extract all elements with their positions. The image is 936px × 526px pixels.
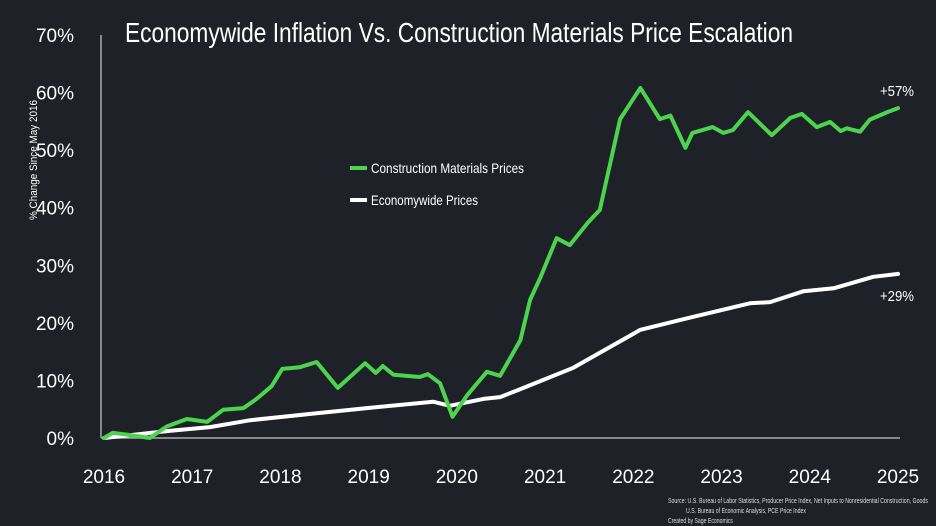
x-tick-label: 2019 bbox=[348, 467, 390, 488]
y-tick-label: 40% bbox=[36, 199, 74, 220]
x-tick-label: 2016 bbox=[83, 467, 125, 488]
legend-label-construction: Construction Materials Prices bbox=[371, 160, 524, 176]
y-axis-label: % Change Since May 2016 bbox=[28, 100, 40, 220]
end-label-economywide: +29% bbox=[880, 288, 914, 305]
source-line-2: U.S. Bureau of Economic Analysis, PCE Pr… bbox=[686, 508, 806, 515]
x-tick-label: 2025 bbox=[877, 467, 919, 488]
x-tick-label: 2022 bbox=[612, 467, 654, 488]
source-line-3: Created by Sage Economics bbox=[668, 518, 733, 525]
legend-label-economywide: Economywide Prices bbox=[371, 192, 478, 208]
y-tick-label: 50% bbox=[36, 141, 74, 162]
series-line-construction-materials-prices bbox=[102, 86, 900, 440]
y-tick-label: 30% bbox=[36, 256, 74, 277]
x-tick-label: 2020 bbox=[436, 467, 478, 488]
end-label-construction: +57% bbox=[880, 83, 914, 100]
x-tick-label: 2023 bbox=[700, 467, 742, 488]
x-tick-label: 2024 bbox=[789, 467, 832, 488]
y-tick-label: 70% bbox=[36, 26, 74, 47]
x-tick-label: 2021 bbox=[524, 467, 566, 488]
y-tick-label: 20% bbox=[36, 314, 74, 335]
y-tick-label: 0% bbox=[47, 429, 75, 450]
chart-title: Economywide Inflation Vs. Construction M… bbox=[125, 17, 793, 48]
y-tick-label: 10% bbox=[36, 371, 74, 392]
y-tick-label: 60% bbox=[36, 84, 74, 105]
series-line-economywide-prices bbox=[102, 271, 900, 440]
x-tick-label: 2018 bbox=[259, 467, 301, 488]
x-tick-label: 2017 bbox=[171, 467, 213, 488]
source-line-1: Source: U.S. Bureau of Labor Statistics,… bbox=[668, 498, 928, 505]
